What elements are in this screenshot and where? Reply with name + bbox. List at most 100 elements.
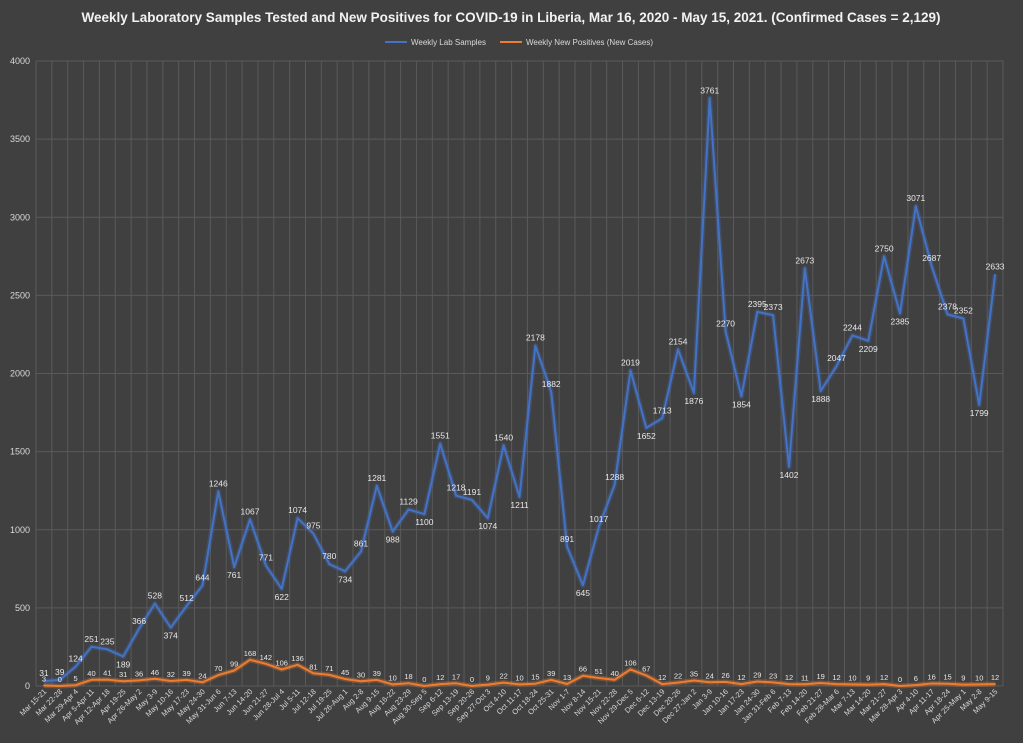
lab-samples-label-50: 2047 [827, 353, 846, 363]
y-tick-label-5: 2500 [10, 290, 30, 300]
lab-samples-label-4: 235 [100, 636, 114, 646]
series-0-point-50 [835, 365, 838, 368]
new-cases-label-35: 51 [595, 667, 603, 676]
new-cases-label-46: 23 [769, 671, 777, 680]
lab-samples-label-54: 2385 [890, 316, 909, 326]
series-0-point-53 [883, 255, 886, 258]
series-1-point-20 [360, 680, 362, 683]
lab-samples-label-38: 1652 [637, 431, 656, 441]
series-1-point-43 [724, 681, 727, 683]
series-0-point-22 [391, 530, 394, 533]
y-tick-label-6: 3000 [10, 212, 30, 222]
new-cases-label-54: 0 [898, 675, 902, 684]
series-1-point-24 [423, 685, 426, 687]
new-cases-label-30: 10 [515, 673, 523, 682]
series-1-point-52 [867, 683, 870, 686]
lab-samples-label-0: 31 [39, 668, 49, 678]
lab-samples-label-27: 1191 [463, 487, 482, 497]
lab-samples-label-2: 124 [69, 654, 83, 664]
series-0-point-26 [455, 494, 457, 497]
series-0-point-18 [328, 563, 331, 566]
legend-entry-1: Weekly New Positives (New Cases) [526, 38, 653, 47]
new-cases-label-33: 13 [563, 673, 571, 682]
series-0-point-42 [708, 97, 711, 100]
lab-samples-label-25: 1551 [431, 431, 450, 441]
series-1-point-28 [486, 683, 489, 686]
lab-samples-label-7: 528 [148, 591, 162, 601]
series-1-point-54 [899, 685, 901, 687]
lab-samples-label-11: 1246 [209, 478, 228, 488]
series-0-point-29 [502, 444, 505, 447]
series-1-point-47 [788, 683, 790, 686]
new-cases-label-48: 11 [801, 673, 809, 682]
series-0-point-0 [43, 680, 45, 683]
series-0-point-54 [899, 312, 901, 315]
new-cases-label-40: 22 [674, 672, 682, 681]
lab-samples-label-40: 2154 [669, 336, 688, 346]
y-tick-label-1: 500 [15, 603, 30, 613]
legend: Weekly Lab Samples Weekly New Positives (… [385, 38, 653, 47]
new-cases-label-10: 24 [198, 671, 206, 680]
new-cases-label-11: 70 [214, 664, 222, 673]
lab-samples-label-58: 2352 [954, 306, 973, 316]
new-cases-label-50: 12 [832, 673, 840, 682]
series-0-point-33 [566, 545, 568, 548]
lab-samples-label-41: 1876 [684, 396, 703, 406]
series-0-point-4 [106, 648, 109, 651]
series-0-point-6 [138, 627, 140, 630]
lab-samples-label-10: 644 [195, 572, 209, 582]
series-0-point-7 [153, 602, 156, 605]
series-1-point-60 [994, 683, 996, 686]
series-1-point-40 [677, 681, 679, 684]
lab-samples-label-24: 1100 [415, 517, 434, 527]
lab-samples-label-6: 366 [132, 616, 146, 626]
series-0-point-16 [296, 517, 299, 520]
series-1-point-19 [344, 678, 347, 680]
new-cases-label-19: 45 [341, 668, 349, 677]
series-0-point-46 [772, 314, 775, 317]
series-1-point-49 [819, 682, 822, 684]
series-1-point-17 [312, 672, 315, 675]
new-cases-label-34: 66 [579, 665, 587, 674]
series-1-point-53 [883, 683, 886, 686]
series-1-point-6 [138, 679, 140, 682]
series-1-point-25 [439, 683, 442, 686]
lab-samples-label-51: 2244 [843, 322, 862, 332]
series-0-point-21 [375, 484, 378, 487]
new-cases-label-36: 40 [610, 669, 618, 678]
y-tick-label-2: 1000 [10, 525, 30, 535]
series-1-point-11 [217, 674, 220, 676]
series-group [43, 95, 998, 689]
lab-samples-label-32: 1882 [542, 379, 561, 389]
new-cases-label-8: 32 [167, 670, 175, 679]
lab-samples-label-18: 780 [322, 551, 336, 561]
lab-samples-label-22: 988 [386, 535, 400, 545]
series-1-point-34 [582, 674, 584, 677]
gridlines [35, 60, 1004, 687]
legend-entry-0: Weekly Lab Samples [411, 38, 486, 47]
series-0-point-30 [518, 495, 521, 498]
series-1-point-12 [233, 669, 236, 672]
new-cases-label-49: 19 [817, 672, 825, 681]
series-0-point-35 [597, 526, 600, 528]
series-1-point-50 [835, 683, 838, 686]
series-1-point-0 [43, 684, 45, 687]
lab-samples-label-13: 1067 [241, 506, 260, 516]
lab-samples-label-60: 2633 [986, 262, 1005, 272]
new-cases-label-52: 9 [866, 674, 870, 683]
lab-samples-label-57: 2378 [938, 301, 957, 311]
series-0-point-38 [645, 426, 648, 429]
series-1-point-30 [518, 683, 521, 686]
series-0-point-51 [851, 334, 854, 337]
new-cases-label-3: 40 [87, 669, 95, 678]
series-1-point-22 [391, 683, 394, 686]
series-0-point-17 [312, 532, 315, 535]
lab-samples-label-46: 2373 [764, 302, 783, 312]
lab-samples-label-55: 3071 [906, 193, 925, 203]
series-1-point-33 [566, 683, 568, 685]
lab-samples-label-31: 2178 [526, 333, 545, 343]
series-1-point-16 [296, 663, 299, 666]
series-1-point-23 [407, 682, 410, 685]
series-0-point-24 [423, 513, 426, 516]
